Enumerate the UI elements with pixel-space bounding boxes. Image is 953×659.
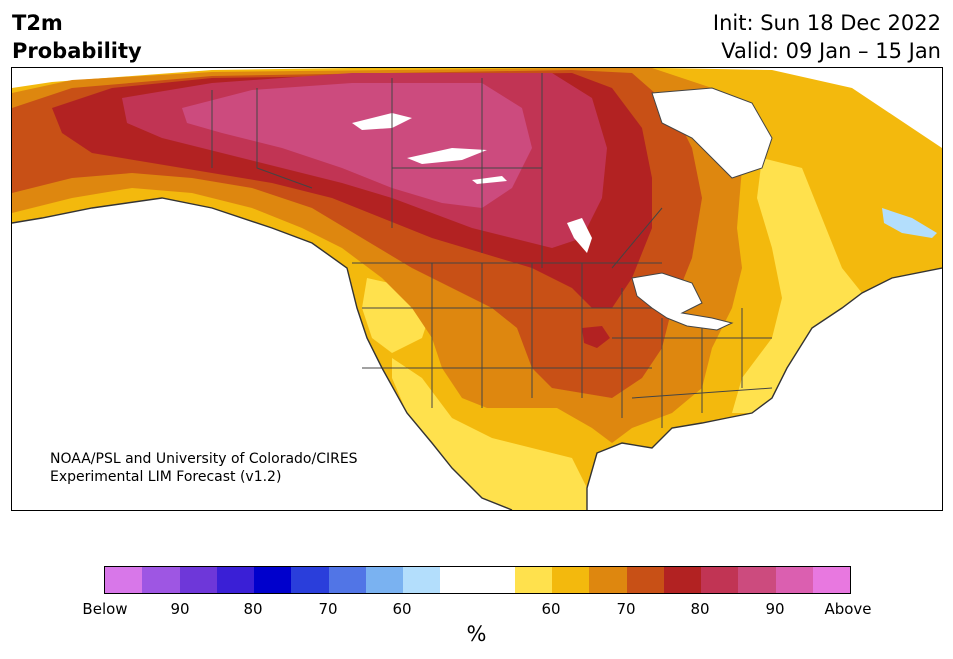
forecast-map: NOAA/PSL and University of Colorado/CIRE… bbox=[11, 67, 943, 511]
light-blue-patch bbox=[882, 208, 937, 238]
tick-label: 70 bbox=[616, 600, 636, 618]
magenta-core bbox=[182, 83, 532, 208]
colorbar-segment bbox=[216, 567, 254, 593]
pale-yellow-east bbox=[732, 158, 862, 413]
coastline bbox=[12, 197, 942, 510]
colorbar bbox=[104, 566, 851, 594]
tick-label: 80 bbox=[243, 600, 263, 618]
colorbar-segment bbox=[775, 567, 813, 593]
political-borders bbox=[211, 73, 773, 428]
colorbar-segment bbox=[254, 567, 292, 593]
tick-label: 90 bbox=[765, 600, 785, 618]
colorbar-segment bbox=[403, 567, 441, 593]
great-bear-lake bbox=[352, 113, 412, 130]
colorbar-segment bbox=[291, 567, 329, 593]
map-svg bbox=[12, 68, 942, 510]
colorbar-segment bbox=[552, 567, 590, 593]
colorbar-segment bbox=[179, 567, 217, 593]
colorbar-segment bbox=[142, 567, 180, 593]
colorbar-segment bbox=[738, 567, 776, 593]
pacific-white bbox=[12, 198, 512, 510]
colorbar-ticks: Below 90 80 70 60 60 70 80 90 Above bbox=[0, 600, 953, 620]
credit-line-2: Experimental LIM Forecast (v1.2) bbox=[50, 469, 282, 485]
tick-label: Below bbox=[82, 600, 128, 618]
colorbar-segment bbox=[589, 567, 627, 593]
colorbar-segment bbox=[514, 567, 552, 593]
tick-label: 60 bbox=[541, 600, 561, 618]
colorbar-segment bbox=[477, 567, 515, 593]
variable-title: T2m bbox=[12, 11, 63, 35]
init-date: Init: Sun 18 Dec 2022 bbox=[712, 11, 941, 35]
map-title-block: T2m Probability bbox=[12, 9, 142, 65]
colorbar-segment bbox=[105, 567, 143, 593]
red-spot-plains bbox=[582, 326, 610, 348]
tick-label: 90 bbox=[170, 600, 190, 618]
credit-text: NOAA/PSL and University of Colorado/CIRE… bbox=[50, 450, 358, 486]
credit-line-1: NOAA/PSL and University of Colorado/CIRE… bbox=[50, 451, 358, 467]
colorbar-segment bbox=[626, 567, 664, 593]
great-slave-lake bbox=[407, 148, 487, 164]
valid-range: Valid: 09 Jan – 15 Jan bbox=[721, 39, 941, 63]
lake-winnipeg bbox=[567, 218, 592, 253]
variable-subtitle: Probability bbox=[12, 39, 142, 63]
hudson-bay bbox=[651, 87, 773, 179]
tick-label: 70 bbox=[318, 600, 338, 618]
colorbar-segment bbox=[812, 567, 850, 593]
lake-athabasca bbox=[472, 176, 507, 184]
pale-yellow-southwest bbox=[392, 358, 587, 510]
colorbar-segment bbox=[663, 567, 701, 593]
colorbar-unit: % bbox=[466, 622, 487, 646]
tick-label: Above bbox=[824, 600, 872, 618]
colorbar-segment bbox=[365, 567, 403, 593]
tick-label: 80 bbox=[690, 600, 710, 618]
atlantic-white bbox=[587, 268, 942, 510]
date-block: Init: Sun 18 Dec 2022 Valid: 09 Jan – 15… bbox=[713, 9, 941, 65]
colorbar-segment bbox=[440, 567, 478, 593]
colorbar-segment bbox=[328, 567, 366, 593]
tick-label: 60 bbox=[392, 600, 412, 618]
colorbar-segment bbox=[701, 567, 739, 593]
